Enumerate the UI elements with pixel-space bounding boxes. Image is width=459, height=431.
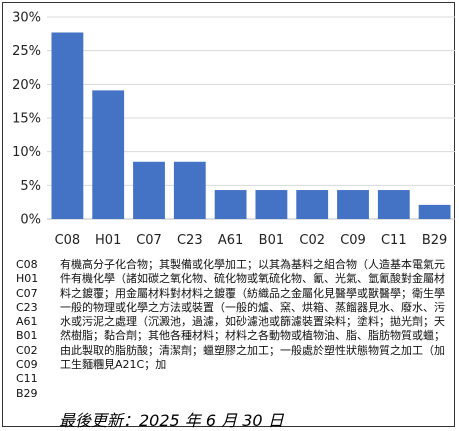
x-tick-label: C08	[55, 233, 81, 248]
legend-descriptions: 有機高分子化合物；其製備或化學加工；以其為基料之組合物（人造基本電氣元件有機化學…	[60, 258, 455, 387]
bar-c08	[51, 32, 84, 219]
x-tick-label: C02	[299, 233, 325, 248]
y-tick-label: 5%	[20, 179, 41, 194]
legend-code: B01	[16, 329, 38, 343]
y-tick-label: 10%	[12, 145, 41, 160]
bar-c23	[173, 161, 206, 219]
legend-code: A61	[16, 315, 38, 329]
bar-a61	[214, 190, 247, 219]
y-tick-label: 0%	[20, 213, 41, 228]
last-updated: 最後更新：2025 年 6 月 30 日	[59, 411, 284, 430]
legend-description: 染料；塗料；拋光劑；天然樹脂；黏合劑；其他各種材料；材料之各	[60, 315, 445, 343]
legend-description: 一般的物理或化學之方法或裝置（一般的爐、窯、烘箱、蒸餾器見	[60, 300, 379, 314]
x-tick-label: B01	[259, 233, 284, 248]
legend-description: 水、廢水、污水或污泥之處理（沉澱池，過濾，如砂濾池或篩濾裝置	[60, 300, 445, 329]
legend-code: B29	[16, 386, 38, 400]
legend-description: 醫學或獸醫學；衛生學	[335, 286, 445, 300]
legend-description: 對金屬材料之鍍覆；用金屬材料對材料之鍍覆（紡織品之金屬化見	[60, 272, 445, 300]
y-tick-label: 20%	[12, 78, 41, 93]
legend-description: 基本電氣元件	[60, 258, 445, 286]
bar-b01	[255, 190, 288, 219]
legend-code: C11	[16, 372, 38, 386]
x-tick-label: C11	[381, 233, 407, 248]
legend-code: C09	[16, 358, 38, 372]
x-tick-label: C09	[340, 233, 366, 248]
x-tick-label: C07	[136, 233, 162, 248]
legend-code: C08	[16, 258, 38, 271]
legend-description: 塑膠之加工；一般處於塑性狀態物質之加工（加工生麵糰見A21C；加	[60, 343, 445, 372]
y-tick-label: 30%	[12, 11, 41, 26]
legend-codes: C08 H01 C07 C23 A61 B01 C02 C09 C11 B29	[16, 258, 54, 401]
x-tick-label: C23	[177, 233, 203, 248]
bar-c11	[377, 190, 410, 219]
legend-code: C07	[16, 286, 38, 300]
legend-description: 有機化學（諸如碳之氧化物、硫化物或氧硫化物、氰、光氣、氫氰酸	[71, 272, 401, 286]
bar-c02	[296, 190, 329, 219]
legend-code: C23	[16, 300, 38, 314]
y-tick-label: 15%	[12, 112, 41, 127]
y-tick-label: 25%	[12, 44, 41, 59]
bar-chart: 0% 5% 10% 15% 20% 25% 30% C08 H01 C07 C23 A61 B01 C0…	[12, 11, 455, 248]
chart-frame: 0% 5% 10% 15% 20% 25% 30% C08 H01 C07 C23 A61 B01 C0…	[2, 2, 455, 427]
legend-description: 有機高分子化合物；其製備或化學加工；以其為基料之組合物（人造	[60, 258, 390, 271]
legend-description: 動物或植物油、脂、脂肪物質或蠟；由此製取的脂肪酸；清潔劑；蠟	[60, 329, 445, 357]
bar-b29	[418, 204, 451, 219]
legend-code: H01	[16, 272, 39, 286]
x-tick-label: H01	[95, 233, 121, 248]
bar-h01	[92, 90, 125, 219]
x-tick-label: B29	[422, 233, 447, 248]
legend-code: C02	[16, 343, 38, 357]
bar-c09	[337, 190, 369, 219]
bar-c07	[133, 161, 165, 219]
x-tick-label: A61	[218, 233, 243, 248]
